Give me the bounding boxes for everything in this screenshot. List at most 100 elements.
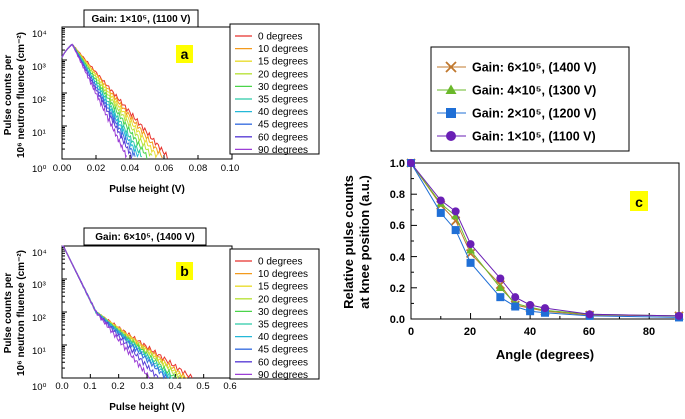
legend-label-60-degrees: 60 degrees — [258, 357, 308, 368]
panel-c-x-tick-4: 80 — [643, 326, 655, 338]
panel-b-x-tick-6: 0.6 — [223, 381, 236, 392]
panel-b-tick-marks — [61, 247, 233, 379]
panel-a-legend — [229, 23, 320, 155]
legend-label-35-degrees: 35 degrees — [258, 320, 308, 331]
panel-b-y-tick-1: 10¹ — [32, 346, 46, 357]
panel-b-x-tick-5: 0.5 — [196, 381, 209, 392]
panel-b-y-tick-3: 10³ — [32, 280, 46, 291]
legend-label-30-degrees: 30 degrees — [258, 307, 308, 318]
legend-label-15-degrees: 15 degrees — [258, 282, 308, 293]
panel-c-y-tick-3: 0.6 — [390, 220, 405, 232]
spectrum-line-20-degrees — [61, 245, 182, 380]
panel-c-y-label-line2: at knee position (a.u.) — [357, 175, 372, 309]
panel-a-tick-marks — [61, 28, 233, 160]
panel-c-x-label: Angle (degrees) — [496, 347, 594, 362]
panel-a-x-tick-1: 0.02 — [87, 163, 106, 174]
point-circle-15 — [451, 207, 460, 216]
panel-c: Gain: 6×10⁵, (1400 V) Gain: 4×10⁵, (1300 … — [341, 46, 684, 362]
legend-label-35-degrees: 35 degrees — [258, 95, 308, 106]
panel-b-x-tick-4: 0.4 — [168, 381, 181, 392]
panel-c-series — [406, 158, 684, 322]
legend-label-circle: Gain: 1×10⁵, (1100 V) — [472, 130, 596, 144]
panel-c-badge: c — [635, 194, 643, 210]
legend-label-20-degrees: 20 degrees — [258, 69, 308, 80]
panel-a-y-tick-4: 10⁴ — [32, 29, 47, 40]
panel-c-y-label-line1: Relative pulse counts — [341, 175, 356, 309]
panel-a-plot-frame — [61, 26, 233, 160]
legend-label-40-degrees: 40 degrees — [258, 107, 308, 118]
spectrum-line-10-degrees — [61, 44, 163, 159]
panel-a-x-tick-5: 0.10 — [221, 163, 240, 174]
legend-label-30-degrees: 30 degrees — [258, 82, 308, 93]
panel-c-legend — [430, 46, 630, 152]
panel-a-badge-bg — [176, 45, 193, 63]
legend-label-15-degrees: 15 degrees — [258, 57, 308, 68]
point-square-20 — [466, 258, 475, 267]
legend-label-10-degrees: 10 degrees — [258, 269, 308, 280]
point-square-45 — [541, 308, 549, 317]
legend-marker-square — [446, 108, 456, 118]
spectrum-line-45-degrees — [61, 43, 136, 158]
point-circle-20 — [466, 240, 475, 249]
point-circle-35 — [511, 293, 520, 302]
point-square-35 — [511, 302, 520, 311]
panel-a-y-tick-2: 10² — [32, 95, 46, 106]
legend-label-45-degrees: 45 degrees — [258, 345, 308, 356]
panel-b-x-tick-0: 0.0 — [55, 381, 68, 392]
legend-label-square: Gain: 2×10⁵, (1200 V) — [472, 107, 596, 121]
panel-a-curves — [61, 43, 168, 160]
panel-a-x-tick-4: 0.08 — [189, 163, 208, 174]
point-circle-30 — [496, 274, 505, 283]
panel-c-x-tick-2: 40 — [524, 326, 536, 338]
panel-a-title: Gain: 1×10⁵, (1100 V) — [92, 14, 191, 25]
spectrum-line-90-degrees — [61, 43, 128, 159]
point-circle-0 — [407, 159, 415, 167]
point-circle-90 — [675, 311, 683, 320]
point-circle-10 — [436, 196, 445, 205]
spectrum-line-45-degrees — [61, 245, 168, 380]
panel-b-y-label-line2: 10⁶ neutron fluence (cm⁻²) — [16, 250, 27, 376]
panel-b-x-label: Pulse height (V) — [109, 402, 185, 413]
legend-label-60-degrees: 60 degrees — [258, 132, 308, 143]
spectrum-line-30-degrees — [61, 245, 176, 379]
panel-c-y-tick-1: 0.2 — [390, 283, 405, 295]
panel-b-curves — [61, 245, 193, 380]
panel-a-y-tick-0: 10⁰ — [32, 164, 47, 175]
series-line-x — [410, 162, 680, 317]
point-triangle-20 — [466, 245, 475, 254]
legend-label-x: Gain: 6×10⁵, (1400 V) — [472, 61, 596, 75]
panel-a-y-label-line1: Pulse counts per — [3, 55, 14, 136]
panel-c-x-tick-1: 20 — [464, 326, 476, 338]
panel-c-badge-bg — [630, 191, 648, 211]
panel-c-y-tick-0: 0.0 — [390, 314, 405, 326]
panel-b-y-tick-2: 10² — [32, 313, 46, 324]
panel-a-x-label: Pulse height (V) — [109, 184, 185, 195]
panel-a-y-label-line2: 10⁶ neutron fluence (cm⁻²) — [16, 32, 27, 158]
panel-b-y-tick-4: 10⁴ — [32, 248, 47, 259]
point-square-30 — [496, 293, 505, 302]
point-square-15 — [451, 226, 460, 235]
panel-c-tick-marks — [410, 162, 680, 320]
panel-a-x-tick-0: 0.00 — [53, 163, 72, 174]
panel-a-y-tick-1: 10¹ — [32, 128, 46, 139]
legend-label-90-degrees: 90 degrees — [258, 370, 308, 381]
panel-b-badge-bg — [176, 262, 193, 280]
legend-label-45-degrees: 45 degrees — [258, 120, 308, 131]
point-circle-45 — [541, 304, 549, 313]
panel-c-y-tick-2: 0.4 — [390, 252, 406, 264]
series-line-triangle — [410, 162, 680, 317]
spectrum-line-0-degrees — [61, 245, 193, 379]
legend-label-0-degrees: 0 degrees — [258, 32, 302, 43]
legend-marker-circle — [446, 131, 456, 141]
panel-a: Gain: 1×10⁵, (1100 V) 10⁰ 10¹ 10² 10³ 10… — [3, 9, 320, 195]
panel-b-legend — [229, 248, 320, 380]
legend-label-triangle: Gain: 4×10⁵, (1300 V) — [472, 84, 596, 98]
legend-marker-triangle — [445, 84, 457, 94]
panel-b-title: Gain: 6×10⁵, (1400 V) — [95, 232, 194, 243]
panel-b-x-tick-3: 0.3 — [140, 381, 153, 392]
panel-b-y-label-line1: Pulse counts per — [3, 273, 14, 354]
panel-c-y-tick-5: 1.0 — [390, 158, 405, 170]
point-circle-60 — [585, 310, 594, 319]
legend-marker-x — [445, 61, 457, 73]
